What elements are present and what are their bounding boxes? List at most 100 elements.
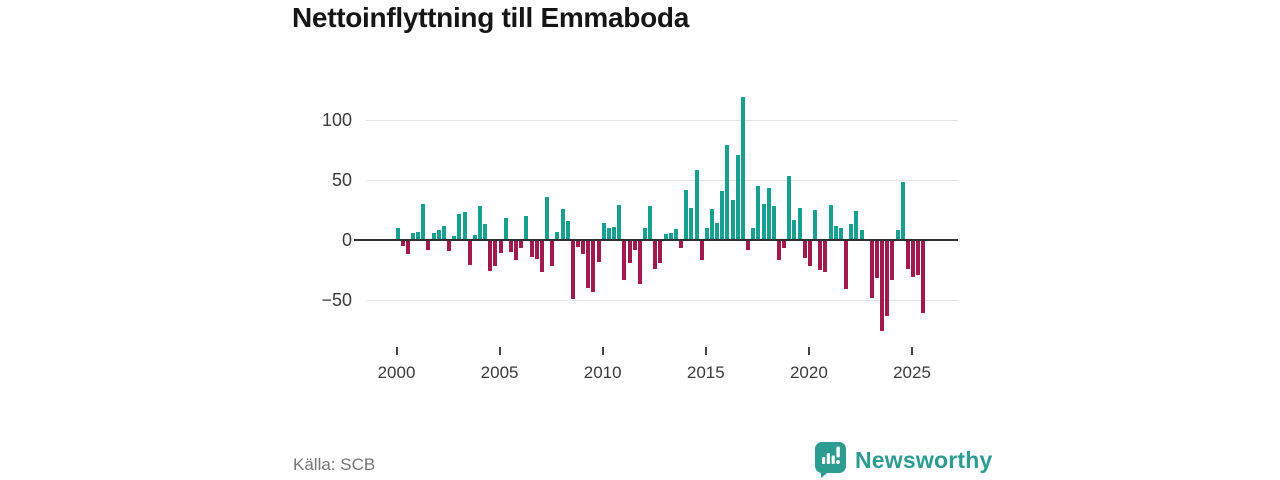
x-axis-tick-label: 2020: [789, 363, 828, 382]
bar: [575, 240, 580, 248]
bar: [436, 230, 441, 240]
bar: [694, 170, 699, 240]
bar: [591, 240, 596, 292]
bar: [740, 97, 745, 240]
bar: [833, 225, 838, 240]
gridline: [366, 300, 958, 301]
bar: [555, 231, 560, 240]
bar: [627, 240, 632, 263]
bar: [838, 228, 843, 240]
bar: [431, 232, 436, 240]
bar: [730, 200, 735, 240]
bar: [725, 145, 730, 240]
bar: [642, 228, 647, 240]
bar: [715, 223, 720, 240]
bar: [596, 240, 601, 262]
bar: [704, 228, 709, 240]
bar: [766, 188, 771, 240]
bar: [483, 224, 488, 240]
bar: [689, 207, 694, 240]
x-axis-tick-label: 2000: [377, 363, 416, 382]
bar: [539, 240, 544, 273]
bar: [570, 240, 575, 299]
bar: [545, 196, 549, 240]
bar: [885, 240, 890, 316]
bar: [874, 240, 879, 279]
bar: [782, 240, 787, 249]
bar: [617, 205, 622, 240]
bar: [653, 240, 658, 269]
bar: [720, 190, 725, 240]
bar: [601, 223, 606, 240]
bar: [534, 240, 539, 260]
bar: [854, 211, 859, 240]
bar: [797, 207, 802, 240]
bar: [586, 240, 591, 288]
zero-axis-line: [354, 239, 958, 241]
bar: [699, 240, 704, 261]
bar: [581, 240, 586, 255]
bar: [400, 240, 405, 246]
bar: [673, 229, 678, 240]
x-axis-tick-label: 2005: [480, 363, 519, 382]
bar: [503, 218, 508, 240]
newsworthy-wordmark: Newsworthy: [855, 447, 993, 473]
x-axis-tick-label: 2010: [583, 363, 622, 382]
bar: [802, 240, 807, 258]
bar: [648, 206, 653, 240]
bar: [524, 216, 529, 240]
newsworthy-icon: [815, 442, 846, 478]
bar: [756, 186, 761, 240]
bar: [457, 213, 462, 240]
gridline: [366, 120, 958, 121]
bar: [679, 240, 683, 249]
bar: [416, 231, 421, 240]
bar: [751, 228, 756, 240]
newsworthy-logo: Newsworthy: [814, 441, 992, 478]
bar: [514, 240, 519, 261]
bar: [859, 230, 864, 240]
bar: [411, 232, 415, 240]
bar: [519, 240, 524, 249]
y-axis-label: −50: [321, 290, 352, 310]
bar: [735, 154, 740, 240]
bar: [550, 240, 555, 267]
bar: [818, 240, 823, 270]
bar: [771, 206, 776, 240]
x-axis-tick: [601, 347, 604, 355]
bar: [663, 234, 668, 240]
bar: [478, 206, 482, 240]
source-note: Källa: SCB: [293, 455, 376, 474]
bar: [405, 240, 410, 255]
x-axis-tick: [395, 347, 398, 355]
bar: [606, 228, 611, 240]
bar: [668, 232, 673, 240]
bar: [498, 240, 503, 254]
chart-title: Nettoinflyttning till Emmaboda: [292, 2, 689, 33]
bar: [895, 230, 900, 240]
bar: [813, 210, 818, 240]
bar: [828, 205, 833, 240]
bar: [710, 208, 714, 240]
bar: [807, 240, 812, 267]
bar: [787, 176, 792, 240]
bar: [823, 240, 828, 273]
bar: [632, 240, 637, 250]
bar: [900, 182, 905, 240]
x-axis-tick: [807, 347, 810, 355]
bar: [462, 212, 467, 240]
bar: [844, 240, 848, 290]
bar: [761, 204, 766, 240]
x-axis-tick: [704, 347, 707, 355]
bar: [426, 240, 431, 250]
bar: [488, 240, 493, 272]
y-axis-label: 100: [321, 110, 352, 130]
bar: [395, 228, 400, 240]
bar: [905, 240, 910, 269]
y-axis-label: 0: [341, 230, 352, 250]
bar: [447, 240, 452, 251]
bar: [684, 189, 689, 240]
x-axis-tick-label: 2015: [686, 363, 725, 382]
bar: [493, 240, 498, 267]
